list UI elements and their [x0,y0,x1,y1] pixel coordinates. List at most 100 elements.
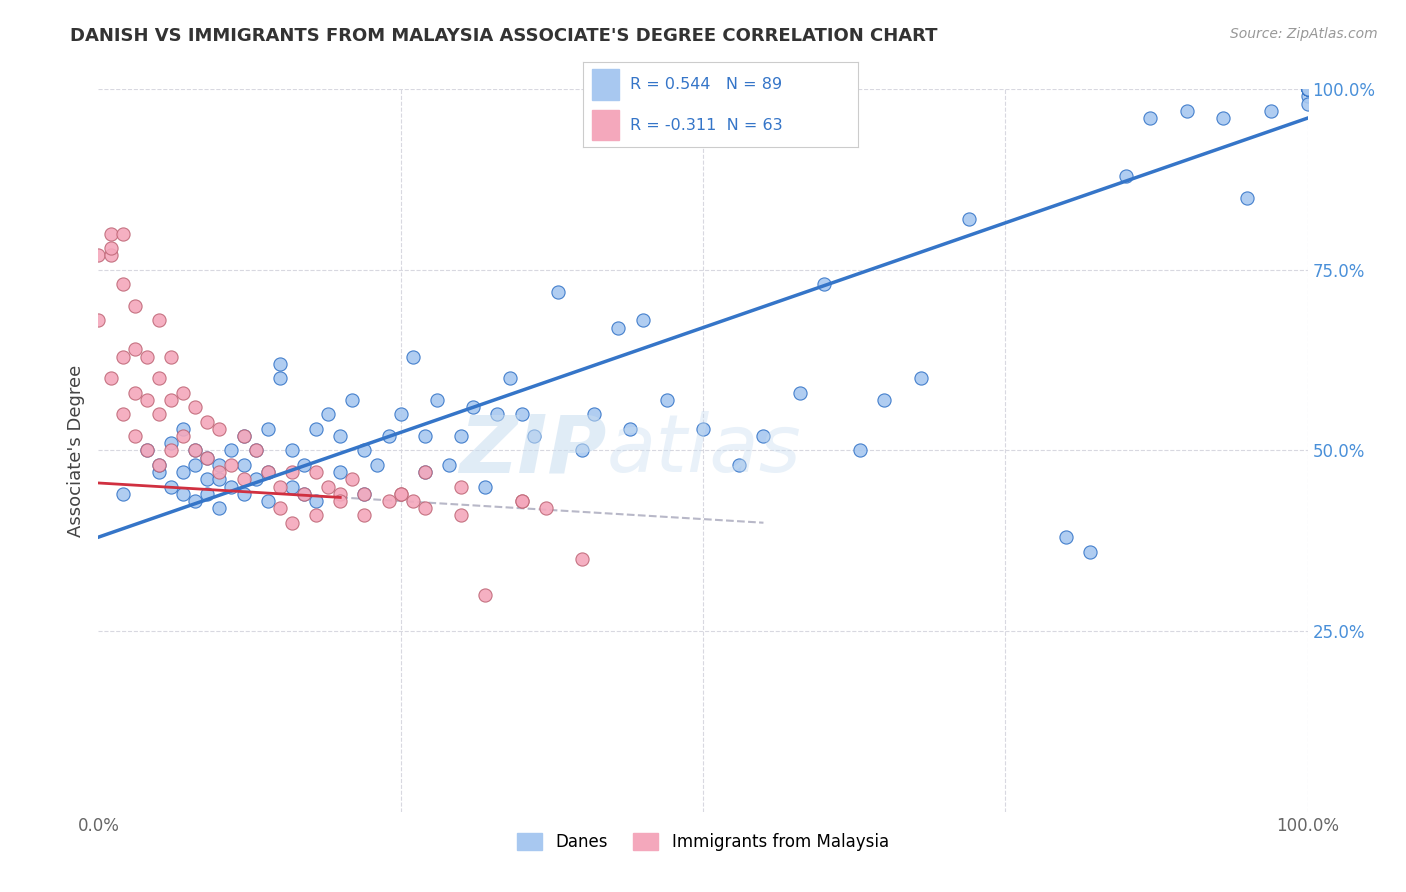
Point [305,422,328,436]
Point [329,465,352,479]
Point [329,494,352,508]
Point [1175,103,1198,118]
Point [1296,82,1319,96]
Point [208,501,231,516]
Point [184,443,207,458]
Point [87,248,110,262]
Point [269,480,291,494]
Point [389,487,412,501]
Point [523,429,546,443]
Point [124,299,146,313]
Point [135,443,157,458]
Point [849,443,872,458]
Point [281,443,304,458]
Point [413,465,436,479]
Point [305,494,328,508]
Point [111,487,134,501]
Point [292,458,315,472]
Point [256,422,278,436]
Point [148,313,170,327]
Point [873,392,896,407]
Point [232,429,254,443]
Point [1212,111,1234,125]
Text: R = -0.311  N = 63: R = -0.311 N = 63 [630,118,783,133]
Point [124,429,146,443]
Point [232,429,254,443]
Point [160,480,183,494]
Point [413,429,436,443]
Point [1296,96,1319,111]
Point [195,415,218,429]
Point [172,429,194,443]
Point [281,480,304,494]
Point [305,465,328,479]
Point [208,465,231,479]
Point [184,400,207,414]
Point [1296,82,1319,96]
Point [342,392,364,407]
Point [111,407,134,421]
Point [450,480,472,494]
Point [402,494,425,508]
Point [221,480,243,494]
Point [463,400,485,414]
Point [208,422,231,436]
Point [1296,82,1319,96]
Text: atlas: atlas [606,411,801,490]
Point [256,465,278,479]
Point [292,487,315,501]
Bar [592,110,619,140]
Point [148,371,170,385]
Point [1260,103,1282,118]
Point [269,371,291,385]
Point [619,422,641,436]
Point [256,494,278,508]
Point [389,487,412,501]
Point [1296,82,1319,96]
Point [1054,530,1077,544]
Point [329,487,352,501]
Point [281,465,304,479]
Point [208,472,231,486]
Point [728,458,751,472]
Point [366,458,388,472]
Point [450,508,472,523]
Point [402,350,425,364]
Point [148,458,170,472]
Point [195,450,218,465]
Point [583,407,606,421]
Point [100,248,122,262]
Point [413,501,436,516]
Point [221,443,243,458]
Text: ZIP: ZIP [458,411,606,490]
Point [510,407,533,421]
Point [135,350,157,364]
Point [292,487,315,501]
Legend: Danes, Immigrants from Malaysia: Danes, Immigrants from Malaysia [510,826,896,857]
Point [510,494,533,508]
Point [184,458,207,472]
Point [1115,169,1137,183]
Point [148,407,170,421]
Point [329,429,352,443]
Point [1296,89,1319,103]
Point [160,436,183,450]
Point [160,392,183,407]
Point [353,443,375,458]
Point [389,407,412,421]
Point [910,371,932,385]
Y-axis label: Associate's Degree: Associate's Degree [66,364,84,537]
Point [1139,111,1161,125]
Point [184,494,207,508]
Point [752,429,775,443]
Point [413,465,436,479]
Point [571,443,593,458]
Point [195,450,218,465]
Point [353,487,375,501]
Point [474,480,496,494]
Point [498,371,520,385]
Point [316,407,339,421]
Point [135,392,157,407]
Point [256,465,278,479]
Point [426,392,449,407]
